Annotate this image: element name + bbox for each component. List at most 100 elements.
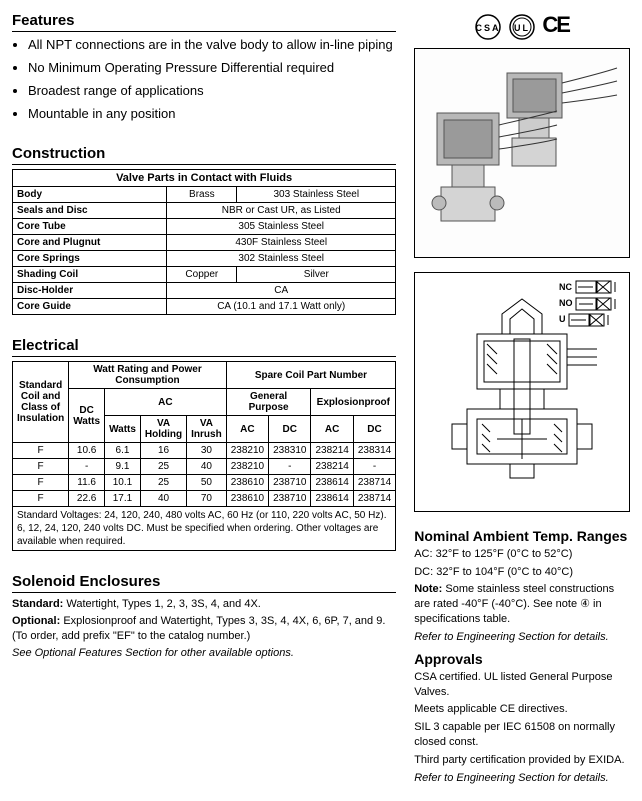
enclosures-standard: Standard: Watertight, Types 1, 2, 3, 3S,…: [12, 597, 396, 612]
cell: 238714: [353, 491, 395, 507]
electrical-table: Standard Coil and Class of Insulation Wa…: [12, 361, 396, 551]
cell: 238210: [226, 443, 268, 459]
row-label: Disc-Holder: [13, 283, 167, 299]
cell: 238714: [353, 475, 395, 491]
ul-icon: UL: [509, 14, 535, 40]
table-row: F - 9.1 25 40 238210 - 238214 -: [13, 459, 396, 475]
row-label: Core Springs: [13, 251, 167, 267]
cell: 10.6: [69, 443, 105, 459]
row-label: Shading Coil: [13, 267, 167, 283]
cell: CA: [167, 283, 396, 299]
cell: 40: [140, 491, 186, 507]
cell: 9.1: [105, 459, 141, 475]
enclosures-section: Solenoid Enclosures Standard: Watertight…: [12, 573, 396, 660]
cell: F: [13, 443, 69, 459]
cell: 22.6: [69, 491, 105, 507]
ce-icon: CE: [542, 12, 569, 37]
cell: Silver: [237, 267, 396, 283]
diagram-label-u: U: [559, 311, 623, 327]
row-label: Body: [13, 187, 167, 203]
cell: -: [69, 459, 105, 475]
construction-table-title: Valve Parts in Contact with Fluids: [13, 170, 396, 187]
enclosures-title: Solenoid Enclosures: [12, 573, 396, 593]
approvals-line: CSA certified. UL listed General Purpose…: [414, 670, 630, 700]
cell: F: [13, 475, 69, 491]
sub-va-inrush: VA Inrush: [187, 416, 227, 443]
sub-ac: AC: [226, 416, 268, 443]
approvals-section: Approvals CSA certified. UL listed Gener…: [414, 651, 630, 786]
cell: Brass: [167, 187, 237, 203]
sub-ac: AC: [311, 416, 353, 443]
list-item: All NPT connections are in the valve bod…: [28, 36, 396, 55]
cell: 25: [140, 475, 186, 491]
sub-va-hold: VA Holding: [140, 416, 186, 443]
table-row: F 10.6 6.1 16 30 238210 238310 238214 23…: [13, 443, 396, 459]
diagram-label-nc: NC: [559, 279, 623, 295]
product-photo: [414, 48, 630, 258]
col-watt-group: Watt Rating and Power Consumption: [69, 362, 226, 389]
ambient-title: Nominal Ambient Temp. Ranges: [414, 528, 630, 544]
table-row: Core Tube 305 Stainless Steel: [13, 219, 396, 235]
sub-dc: DC: [353, 416, 395, 443]
svg-text:CSA: CSA: [476, 23, 501, 33]
cell: 238314: [353, 443, 395, 459]
ambient-ac: AC: 32°F to 125°F (0°C to 52°C): [414, 547, 630, 562]
table-row: Seals and Disc NBR or Cast UR, as Listed: [13, 203, 396, 219]
approvals-line: Meets applicable CE directives.: [414, 702, 630, 717]
construction-section: Construction Valve Parts in Contact with…: [12, 145, 396, 315]
sub-watts: Watts: [105, 416, 141, 443]
features-title: Features: [12, 12, 396, 32]
cell: 238214: [311, 459, 353, 475]
list-item: Broadest range of applications: [28, 82, 396, 101]
cell: 238710: [269, 475, 311, 491]
enclosures-optional: Optional: Explosionproof and Watertight,…: [12, 614, 396, 644]
cell: 40: [187, 459, 227, 475]
cell: 17.1: [105, 491, 141, 507]
row-label: Core and Plugnut: [13, 235, 167, 251]
csa-icon: CSA: [475, 14, 501, 40]
row-label: Core Guide: [13, 299, 167, 315]
list-item: Mountable in any position: [28, 105, 396, 124]
cell: CA (10.1 and 17.1 Watt only): [167, 299, 396, 315]
features-list: All NPT connections are in the valve bod…: [12, 36, 396, 123]
approvals-title: Approvals: [414, 651, 630, 667]
enclosures-see: See Optional Features Section for other …: [12, 646, 396, 661]
cell: 70: [187, 491, 227, 507]
cell: 16: [140, 443, 186, 459]
table-row: Core Springs 302 Stainless Steel: [13, 251, 396, 267]
col-ep: Explosionproof: [311, 389, 396, 416]
cell: 25: [140, 459, 186, 475]
electrical-section: Electrical Standard Coil and Class of In…: [12, 337, 396, 551]
cell: F: [13, 491, 69, 507]
diagram-label-no: NO: [559, 295, 623, 311]
electrical-title: Electrical: [12, 337, 396, 357]
cell: -: [353, 459, 395, 475]
certifications-row: CSA UL CE: [414, 12, 630, 40]
table-row: Core and Plugnut 430F Stainless Steel: [13, 235, 396, 251]
col-gp: General Purpose: [226, 389, 311, 416]
cell: 305 Stainless Steel: [167, 219, 396, 235]
cell: 10.1: [105, 475, 141, 491]
cell: 238710: [269, 491, 311, 507]
cell: F: [13, 459, 69, 475]
sub-dc: DC: [269, 416, 311, 443]
cell: 303 Stainless Steel: [237, 187, 396, 203]
cell: -: [269, 459, 311, 475]
table-row: F 22.6 17.1 40 70 238610 238710 238614 2…: [13, 491, 396, 507]
ambient-note: Note: Some stainless steel constructions…: [414, 582, 630, 627]
col-spare-group: Spare Coil Part Number: [226, 362, 396, 389]
cell: 238610: [226, 475, 268, 491]
cell: NBR or Cast UR, as Listed: [167, 203, 396, 219]
ambient-refer: Refer to Engineering Section for details…: [414, 630, 630, 645]
construction-table: Valve Parts in Contact with Fluids Body …: [12, 169, 396, 315]
approvals-line: Third party certification provided by EX…: [414, 753, 630, 768]
row-label: Core Tube: [13, 219, 167, 235]
cell: 302 Stainless Steel: [167, 251, 396, 267]
cell: Copper: [167, 267, 237, 283]
table-row: Disc-Holder CA: [13, 283, 396, 299]
row-label: Seals and Disc: [13, 203, 167, 219]
construction-title: Construction: [12, 145, 396, 165]
table-row: Core Guide CA (10.1 and 17.1 Watt only): [13, 299, 396, 315]
cell: 238210: [226, 459, 268, 475]
cell: 6.1: [105, 443, 141, 459]
